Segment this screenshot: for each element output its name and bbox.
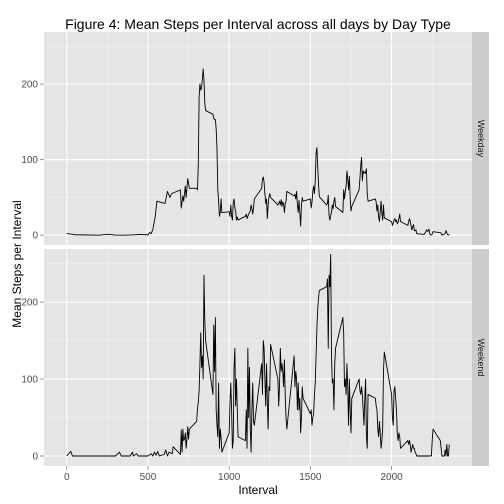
facet-strip-label: Weekend bbox=[476, 339, 486, 377]
y-tick-label: 0 bbox=[32, 451, 38, 462]
facet-strip bbox=[472, 32, 489, 245]
series-line-weekday bbox=[66, 68, 450, 236]
facet-strip bbox=[472, 249, 489, 466]
x-tick-label: 2000 bbox=[380, 472, 403, 483]
facet-panel-weekday: Weekday 0 100 200 bbox=[21, 32, 489, 245]
panel-background bbox=[44, 249, 472, 466]
y-axis-title: Mean Steps per Interval bbox=[10, 200, 24, 327]
x-tick-label: 1000 bbox=[218, 472, 241, 483]
y-tick-label: 200 bbox=[21, 80, 38, 91]
y-tick-label: 0 bbox=[32, 231, 38, 242]
y-tick-label: 100 bbox=[21, 155, 38, 166]
panel-background bbox=[44, 32, 472, 245]
facet-strip-label: Weekday bbox=[476, 120, 486, 158]
x-tick-label: 0 bbox=[64, 472, 70, 483]
x-tick-label: 1500 bbox=[299, 472, 322, 483]
series-line-weekend bbox=[66, 253, 450, 457]
y-tick-label: 200 bbox=[21, 298, 38, 309]
x-axis-title: Interval bbox=[238, 483, 277, 497]
chart-title: Figure 4: Mean Steps per Interval across… bbox=[65, 16, 451, 32]
x-tick-label: 500 bbox=[140, 472, 157, 483]
facet-panel-weekend: Weekend 0 100 200 bbox=[21, 249, 489, 466]
y-tick-label: 100 bbox=[21, 375, 38, 386]
x-axis: 0 500 1000 1500 2000 bbox=[64, 466, 403, 483]
